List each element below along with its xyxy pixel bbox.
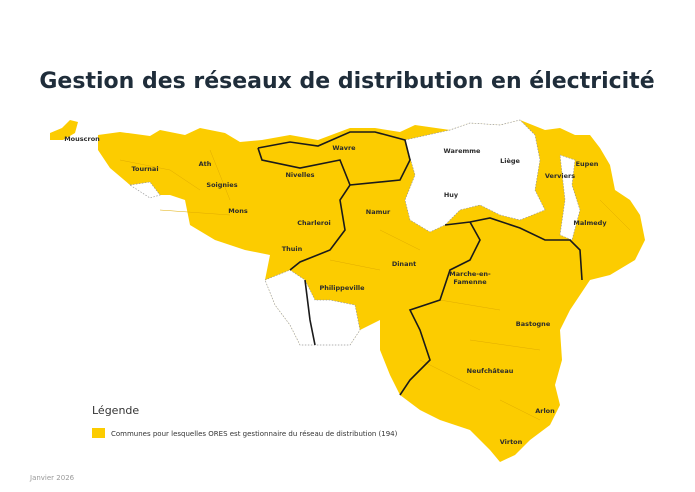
region xyxy=(50,120,78,140)
place-label: Charleroi xyxy=(297,219,331,227)
other-operator xyxy=(559,154,581,241)
place-label: Neufchâteau xyxy=(467,367,514,375)
place-label: Dinant xyxy=(392,260,416,268)
place-label: Wavre xyxy=(332,144,356,152)
province-border xyxy=(444,217,583,281)
other-operator xyxy=(404,119,546,233)
other-operator xyxy=(264,269,361,346)
place-label: Waremme xyxy=(444,147,481,155)
province-border xyxy=(304,279,316,346)
place-label: Ath xyxy=(199,160,212,168)
other-operator xyxy=(129,181,161,199)
place-label: Philippeville xyxy=(319,284,365,292)
place-label: Tournai xyxy=(131,165,158,173)
place-label: Virton xyxy=(500,438,523,446)
place-label: Eupen xyxy=(576,160,599,168)
commune-border xyxy=(119,149,631,421)
map xyxy=(50,119,645,462)
place-label: Thuin xyxy=(282,245,303,253)
place-label: Soignies xyxy=(206,181,237,189)
legend-swatch xyxy=(92,428,105,438)
province-border xyxy=(257,147,351,186)
place-label: Namur xyxy=(366,208,391,216)
place-label: Arlon xyxy=(535,407,555,415)
place-label: Mouscron xyxy=(64,135,100,143)
place-label: Mons xyxy=(228,207,248,215)
footer-date: Janvier 2026 xyxy=(29,474,75,482)
province-border xyxy=(257,131,411,271)
place-label: Famenne xyxy=(453,278,487,286)
place-label: Malmedy xyxy=(573,219,607,227)
place-label: Bastogne xyxy=(516,320,551,328)
place-label: Huy xyxy=(444,191,459,199)
place-label: Verviers xyxy=(545,172,575,180)
place-label: Nivelles xyxy=(285,171,314,179)
legend-title: Légende xyxy=(92,404,139,417)
title: Gestion des réseaux de distribution en é… xyxy=(39,69,654,94)
place-label: Marche-en- xyxy=(449,270,491,278)
province-border xyxy=(399,221,481,396)
legend-item: Communes pour lesquelles ORES est gestio… xyxy=(111,430,398,438)
place-label: Liège xyxy=(500,157,520,165)
